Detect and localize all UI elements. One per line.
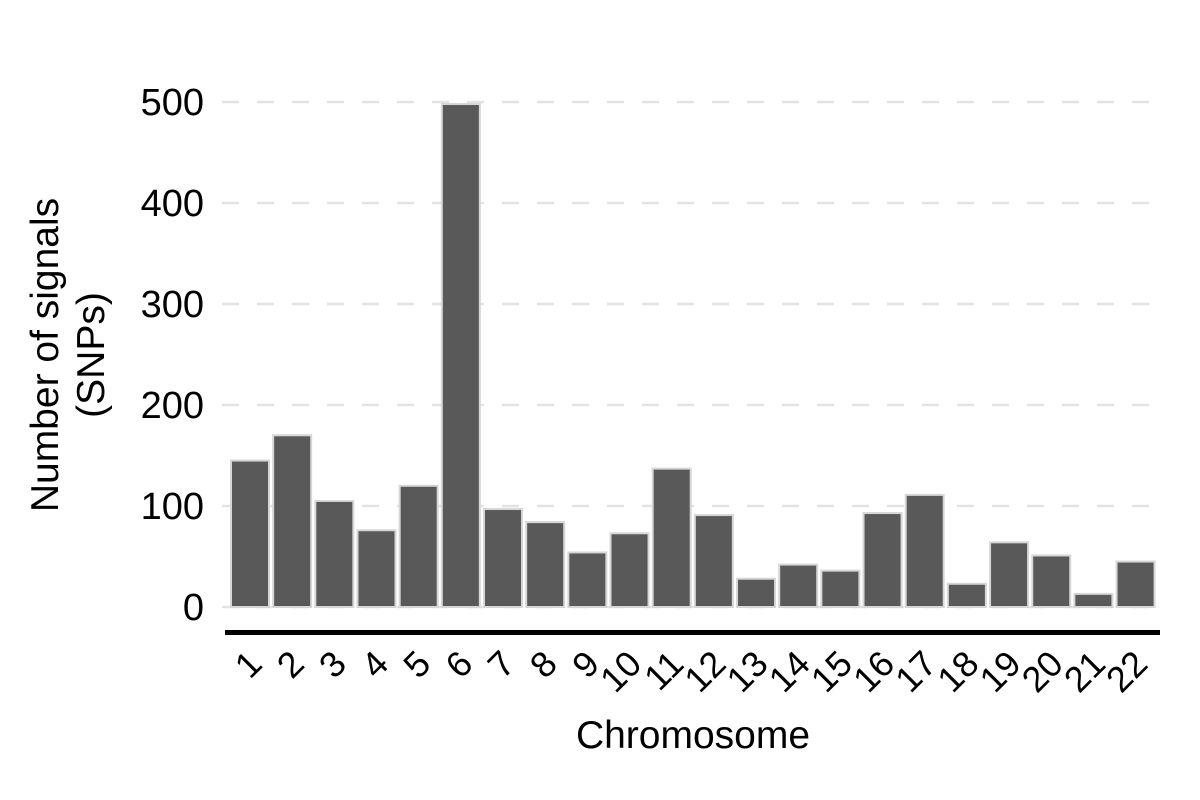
y-tick-labels-group: 0 100 200 300 400 500 — [141, 82, 204, 629]
bar-chr-1 — [230, 459, 270, 608]
bar-chr-15 — [820, 569, 861, 609]
bar-chr-20 — [1031, 554, 1072, 608]
bar-chr-3 — [314, 499, 355, 609]
bars-group — [230, 103, 1156, 609]
y-axis-title-line1: Number of signals — [24, 198, 67, 512]
x-tick-label: 3 — [311, 643, 354, 686]
x-tick-label: 8 — [522, 643, 565, 686]
bar-chr-19 — [989, 541, 1030, 608]
bar-chr-4 — [356, 529, 397, 608]
y-tick-label: 300 — [141, 284, 204, 326]
bar-chr-2 — [272, 434, 313, 608]
bar-chr-14 — [778, 563, 819, 609]
bar-chr-9 — [567, 551, 608, 609]
bar-chr-18 — [946, 582, 987, 609]
bar-chr-16 — [862, 512, 903, 609]
x-tick-label: 7 — [480, 643, 523, 686]
bar-chr-10 — [609, 532, 650, 609]
bar-chr-5 — [398, 484, 439, 608]
y-tick-label: 0 — [183, 587, 204, 629]
bar-chr-13 — [736, 577, 777, 608]
bar-chr-21 — [1073, 592, 1114, 608]
bar-chr-12 — [693, 514, 734, 609]
y-tick-label: 200 — [141, 385, 204, 427]
bar-chr-8 — [525, 521, 566, 608]
x-tick-label: 4 — [353, 643, 396, 686]
x-tick-label: 22 — [1098, 643, 1155, 700]
x-tick-label: 5 — [395, 643, 438, 686]
x-axis-title: Chromosome — [576, 714, 810, 757]
x-tick-label: 6 — [437, 643, 480, 686]
bar-chr-7 — [483, 508, 524, 608]
y-tick-label: 500 — [141, 82, 204, 124]
x-tick-label: 2 — [269, 643, 312, 686]
bar-chr-11 — [651, 467, 692, 608]
y-tick-label: 400 — [141, 183, 204, 225]
x-tick-label: 1 — [227, 643, 270, 686]
bar-chr-17 — [904, 493, 945, 609]
y-tick-label: 100 — [141, 486, 204, 528]
y-axis-title-line2: (SNPs) — [70, 292, 113, 418]
bar-chr-6 — [440, 103, 481, 609]
bar-chr-22 — [1115, 560, 1156, 608]
